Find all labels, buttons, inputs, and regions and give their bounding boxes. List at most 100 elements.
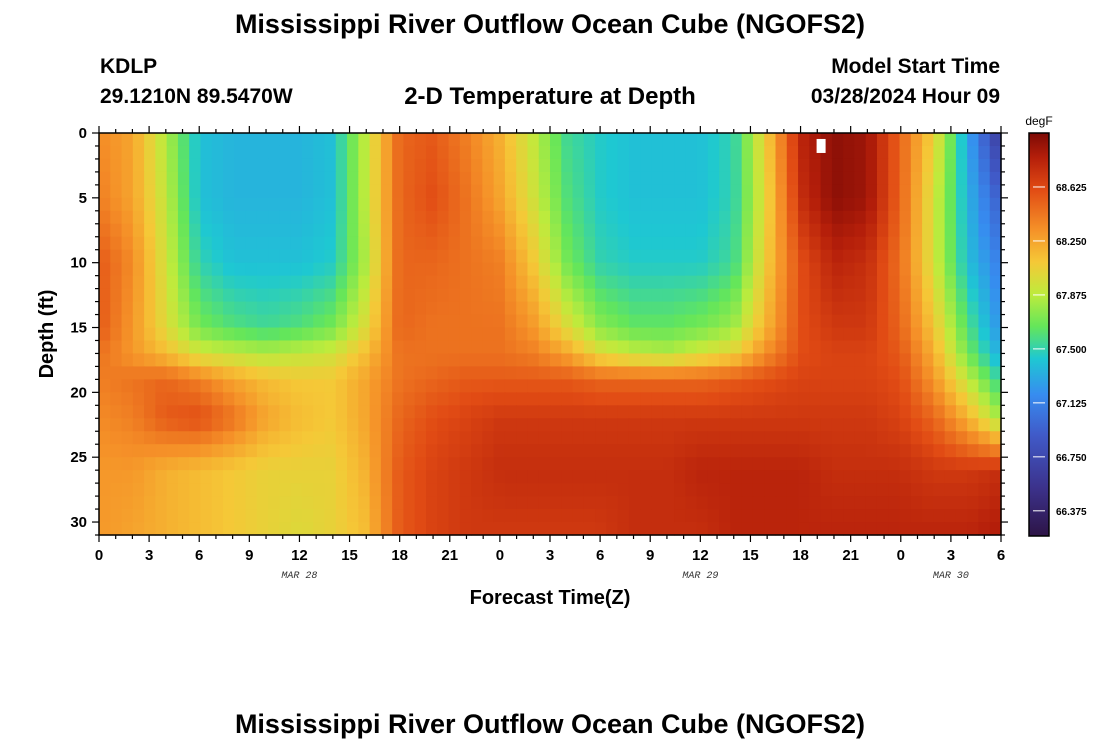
heatmap-cell — [989, 340, 1002, 355]
heatmap-cell — [910, 457, 923, 471]
heatmap-cell — [944, 509, 957, 523]
heatmap-cell — [347, 249, 359, 264]
heatmap-cell — [358, 418, 371, 432]
heatmap-cell — [752, 288, 765, 303]
heatmap-cell — [775, 405, 788, 419]
heatmap-cell — [245, 431, 258, 445]
heatmap-cell — [538, 353, 551, 368]
heatmap-cell — [888, 431, 901, 445]
heatmap-cell — [955, 353, 968, 368]
heatmap-cell — [719, 301, 732, 316]
heatmap-cell — [989, 327, 1002, 342]
heatmap-cell — [516, 249, 529, 264]
heatmap-cell — [245, 262, 258, 277]
heatmap-cell — [482, 405, 495, 419]
heatmap-cell — [448, 431, 461, 445]
heatmap-cell — [380, 392, 393, 406]
heatmap-cell — [651, 236, 664, 251]
heatmap-cell — [899, 145, 912, 160]
heatmap-cell — [211, 158, 224, 173]
heatmap-cell — [110, 145, 123, 160]
heatmap-cell — [707, 184, 720, 199]
heatmap-cell — [786, 483, 799, 497]
heatmap-cell — [606, 327, 619, 342]
heatmap-cell — [177, 210, 190, 225]
heatmap-cell — [967, 353, 980, 368]
heatmap-cell — [854, 496, 867, 510]
heatmap-cell — [876, 340, 889, 355]
heatmap-cell — [696, 145, 709, 160]
heatmap-cell — [798, 509, 810, 523]
heatmap-cell — [662, 353, 675, 368]
heatmap-cell — [640, 353, 653, 368]
heatmap-cell — [425, 418, 438, 432]
heatmap-cell — [369, 184, 382, 199]
heatmap-cell — [211, 483, 224, 497]
heatmap-cell — [132, 236, 145, 251]
heatmap-cell — [752, 236, 765, 251]
heatmap-cell — [403, 236, 416, 251]
heatmap-cell — [798, 405, 810, 419]
heatmap-cell — [471, 431, 483, 445]
heatmap-cell — [595, 470, 607, 484]
heatmap-cell — [583, 483, 596, 497]
heatmap-cell — [922, 379, 934, 393]
heatmap-cell — [685, 133, 698, 147]
heatmap-cell — [944, 353, 957, 368]
heatmap-cell — [189, 366, 202, 380]
heatmap-cell — [910, 171, 923, 186]
heatmap-cell — [978, 314, 991, 329]
heatmap-cell — [775, 392, 788, 406]
colorbar-tick-label: 67.875 — [1056, 291, 1087, 302]
x-tick-label: 21 — [842, 547, 859, 564]
heatmap-cell — [425, 197, 438, 212]
heatmap-cell — [245, 483, 258, 497]
heatmap-cell — [978, 158, 991, 173]
heatmap-cell — [493, 366, 506, 380]
heatmap-cell — [572, 457, 585, 471]
heatmap-cell — [425, 340, 438, 355]
heatmap-cell — [335, 470, 348, 484]
heatmap-cell — [955, 275, 968, 290]
heatmap-cell — [347, 275, 359, 290]
heatmap-cell — [933, 418, 946, 432]
heatmap-cell — [268, 236, 281, 251]
heatmap-cell — [550, 145, 562, 160]
heatmap-cell — [944, 210, 957, 225]
heatmap-cell — [550, 262, 562, 277]
heatmap-cell — [403, 327, 416, 342]
heatmap-cell — [459, 522, 472, 536]
heatmap-cell — [628, 301, 641, 316]
heatmap-cell — [324, 483, 337, 497]
heatmap-cell — [504, 184, 517, 199]
heatmap-cell — [471, 301, 483, 316]
heatmap-cell — [561, 314, 574, 329]
heatmap-cell — [493, 470, 506, 484]
heatmap-cell — [820, 483, 833, 497]
heatmap-cell — [471, 483, 483, 497]
heatmap-cell — [651, 210, 664, 225]
heatmap-cell — [211, 418, 224, 432]
heatmap-cell — [662, 301, 675, 316]
heatmap-cell — [538, 236, 551, 251]
heatmap-cell — [403, 509, 416, 523]
heatmap-cell — [538, 184, 551, 199]
heatmap-cell — [369, 496, 382, 510]
heatmap-cell — [121, 223, 134, 238]
heatmap-cell — [459, 509, 472, 523]
heatmap-cell — [685, 496, 698, 510]
heatmap-cell — [538, 133, 551, 147]
heatmap-cell — [211, 340, 224, 355]
heatmap-cell — [685, 418, 698, 432]
heatmap-cell — [144, 418, 156, 432]
heatmap-cell — [741, 275, 754, 290]
heatmap-cell — [279, 275, 292, 290]
heatmap-cell — [922, 301, 934, 316]
heatmap-cell — [301, 483, 314, 497]
heatmap-cell — [301, 522, 314, 536]
heatmap-cell — [775, 457, 788, 471]
heatmap-cell — [775, 483, 788, 497]
heatmap-cell — [809, 145, 822, 160]
heatmap-cell — [707, 223, 720, 238]
heatmap-cell — [719, 522, 732, 536]
